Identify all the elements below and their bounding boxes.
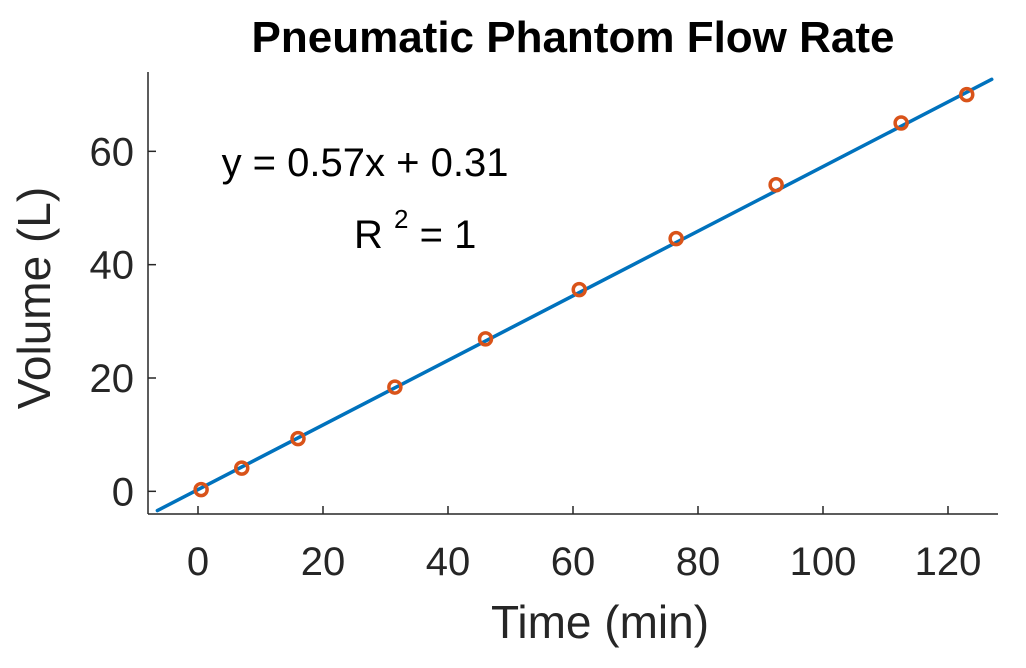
- chart-title: Pneumatic Phantom Flow Rate: [252, 13, 895, 62]
- r-squared-annotation: R 2 = 1: [354, 193, 476, 257]
- x-tick-label: 120: [915, 540, 982, 584]
- x-tick-label: 80: [676, 540, 721, 584]
- data-point: [668, 230, 684, 247]
- data-point: [193, 481, 209, 498]
- r-squared-exponent: 2: [394, 204, 408, 234]
- fit-equation: y = 0.57x + 0.31: [222, 141, 509, 185]
- x-axis-label: Time (min): [491, 596, 709, 648]
- data-point: [290, 430, 306, 447]
- y-tick-label: 20: [90, 357, 135, 401]
- data-point: [387, 379, 403, 395]
- x-ticks: 0 20 40 60 80 100 120: [187, 506, 982, 584]
- x-tick-label: 60: [551, 540, 596, 584]
- x-tick-label: 20: [301, 540, 346, 584]
- x-tick-label: 0: [187, 540, 209, 584]
- x-tick-label: 40: [426, 540, 471, 584]
- data-point: [571, 281, 587, 298]
- data-point: [893, 115, 909, 131]
- data-point: [768, 177, 784, 193]
- data-points: [193, 86, 975, 498]
- y-ticks: 0 20 40 60: [90, 130, 156, 514]
- x-tick-label: 100: [790, 540, 857, 584]
- y-axis-label: Volume (L): [8, 187, 60, 409]
- data-point: [959, 86, 975, 103]
- data-point: [477, 331, 494, 347]
- r-squared-base: R: [354, 213, 383, 257]
- r-squared-value: = 1: [420, 213, 477, 257]
- data-point: [234, 460, 250, 476]
- y-tick-label: 60: [90, 130, 135, 174]
- y-tick-label: 0: [112, 470, 134, 514]
- y-tick-label: 40: [90, 244, 135, 288]
